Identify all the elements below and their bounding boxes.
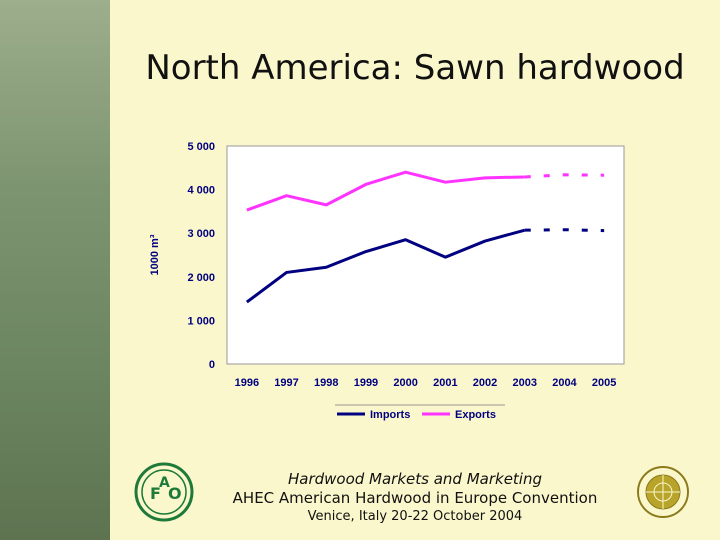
x-tick-label: 2005 <box>592 377 616 389</box>
x-tick-label: 2002 <box>473 377 497 389</box>
x-tick-label: 1996 <box>235 377 259 389</box>
fao-logo: F A O <box>134 462 194 522</box>
x-tick-label: 2003 <box>513 377 537 389</box>
series-line-exports <box>246 170 525 212</box>
y-tick-label: 4 000 <box>187 185 215 197</box>
line-chart: 0 1 000 2 000 3 000 4 000 5 000 1996 1997 1998 19… <box>149 141 625 421</box>
x-tick-label: 2004 <box>552 377 577 389</box>
y-axis-label: 1000 m³ <box>149 234 161 275</box>
fao-letter-f: F <box>150 484 161 503</box>
y-tick-label: 5 000 <box>187 141 215 153</box>
x-tick-label: 2000 <box>393 377 417 389</box>
x-tick-label: 1998 <box>314 377 338 389</box>
plot-area <box>226 145 625 365</box>
un-emblem <box>637 466 689 518</box>
footer-line-3: Venice, Italy 20-22 October 2004 <box>307 509 523 524</box>
series-line-imports <box>245 228 526 304</box>
footer-line-2: AHEC American Hardwood in Europe Convent… <box>232 489 598 507</box>
legend-label-imports: Imports <box>370 409 410 421</box>
y-tick-label: 2 000 <box>187 272 215 284</box>
fao-letter-a: A <box>159 475 170 491</box>
y-tick-label: 3 000 <box>187 228 215 240</box>
x-tick-label: 1999 <box>354 377 378 389</box>
slide-title: North America: Sawn hardwood <box>145 48 685 88</box>
x-tick-label: 1997 <box>274 377 298 389</box>
y-tick-label: 1 000 <box>187 315 215 327</box>
y-tick-label: 0 <box>209 359 215 371</box>
x-tick-label: 2001 <box>433 377 457 389</box>
fao-letter-o: O <box>168 484 182 503</box>
footer-line-1: Hardwood Markets and Marketing <box>287 470 543 488</box>
forest-photo <box>0 0 110 540</box>
legend-label-exports: Exports <box>455 409 496 421</box>
